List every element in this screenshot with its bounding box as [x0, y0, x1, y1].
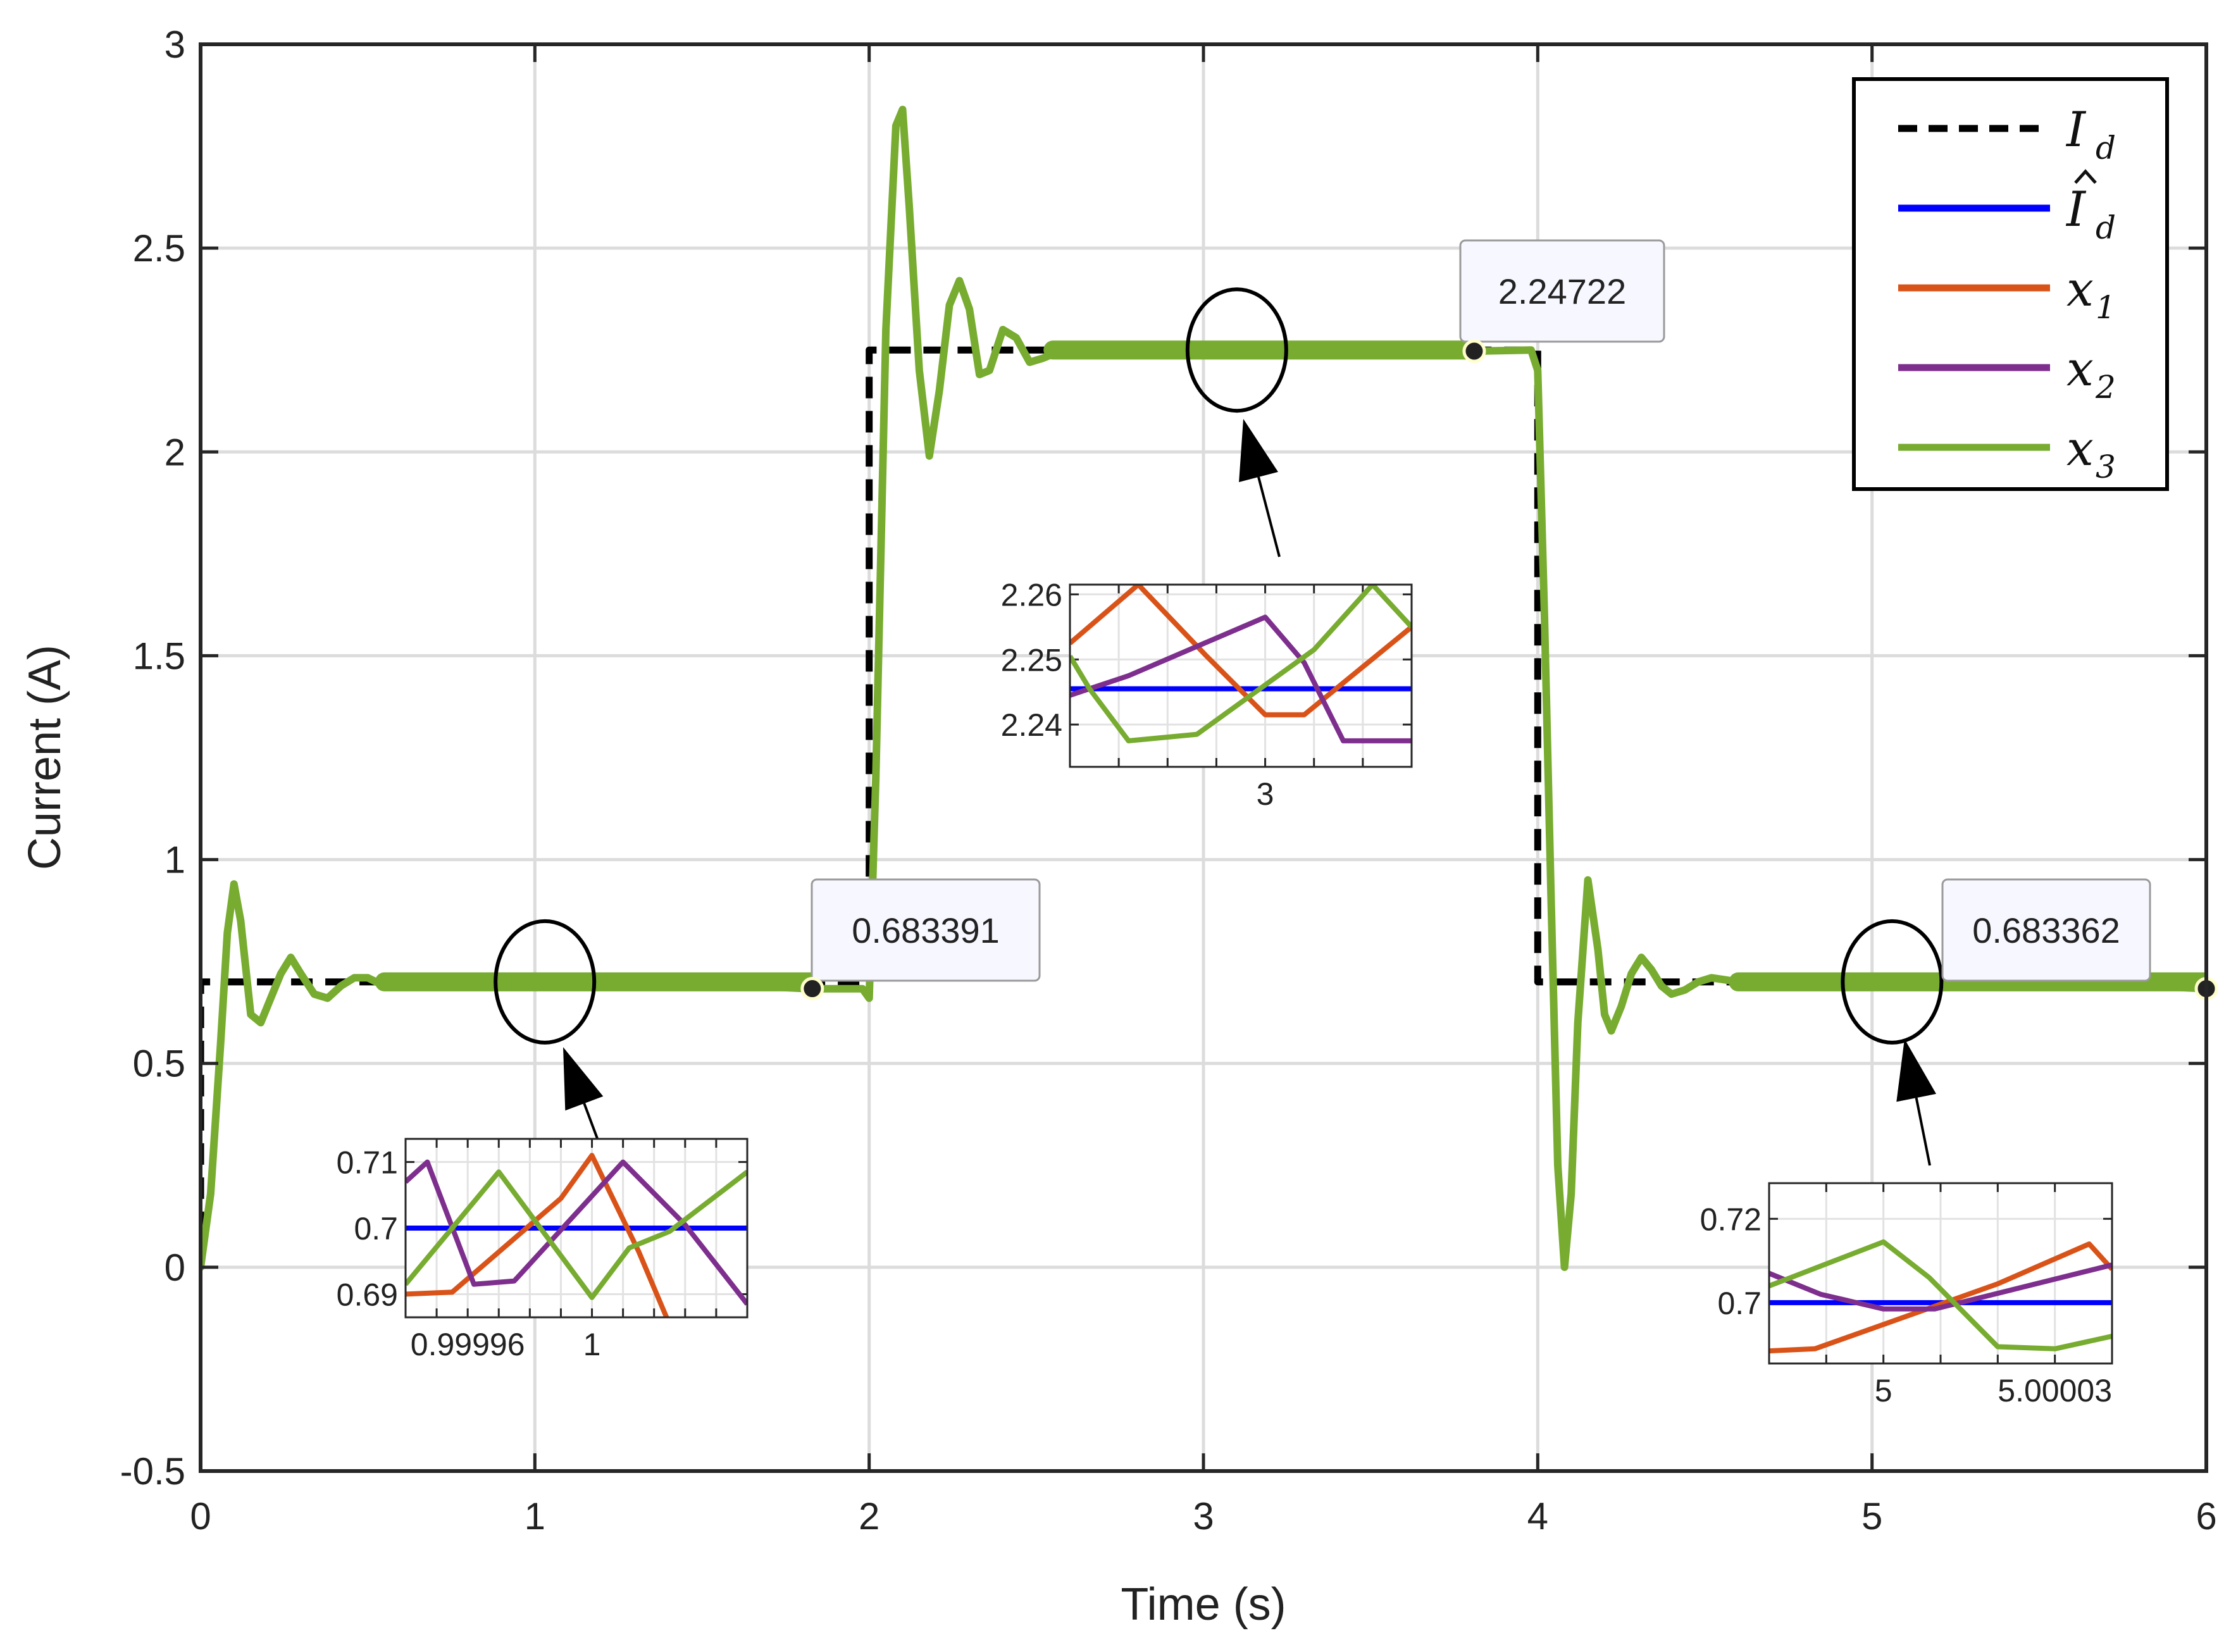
inset-2: 3 2.24 2.25 2.26: [1001, 577, 1413, 812]
inset-3: 5 5.00003 0.7 0.72: [1700, 1182, 2113, 1408]
data-tip-box: [1459, 239, 1665, 343]
inset-y-tick-label: 0.7: [1717, 1286, 1762, 1321]
inset-series-line-x1: [1769, 1241, 2112, 1354]
x-tick-label: 3: [1193, 1495, 1214, 1537]
data-tip-box: [1941, 878, 2151, 982]
inset-series-line-x3: [406, 1169, 747, 1300]
inset-series-line-x2: [406, 1159, 747, 1306]
emphasis-ellipse: [1841, 919, 1944, 1045]
inset-series-line-x3: [1070, 585, 1412, 743]
legend-subscript: 3: [2096, 449, 2116, 485]
annotation-arrow-head: [563, 1047, 604, 1111]
x-tick-label: 2: [859, 1495, 879, 1537]
inset-series: [406, 1153, 747, 1317]
inset-1: 0.99996 1 0.69 0.7 0.71: [337, 1138, 749, 1362]
x-axis-label: Time (s): [1121, 1579, 1286, 1630]
legend-symbol: x: [2066, 420, 2094, 476]
legend-subscript: d: [2096, 130, 2116, 166]
data-tip-marker: [800, 977, 824, 1001]
y-tick-label: 2.5: [133, 227, 185, 270]
x-tick-label: 6: [2196, 1495, 2216, 1537]
annotation-arrow-shaft: [1257, 476, 1281, 557]
y-tick-label: 0.5: [133, 1043, 185, 1085]
data-tips: 0.683391 2.24722 0.683362: [800, 239, 2218, 1001]
data-tip-box: [811, 878, 1041, 982]
data-tip-marker: [1462, 339, 1486, 363]
legend-symbol: x: [2066, 340, 2094, 397]
y-tick-label: 1.5: [133, 635, 185, 677]
legend-subscript: 2: [2095, 369, 2116, 406]
annotation-arrow-head: [1239, 419, 1278, 483]
y-tick-label: 1: [165, 839, 185, 881]
inset-series-line-x2: [1070, 614, 1412, 743]
inset-y-tick-label: 2.26: [1001, 577, 1062, 612]
inset-series: [1070, 585, 1412, 743]
inset-series-line-x3: [1769, 1239, 2112, 1351]
x-tick-label: 4: [1527, 1495, 1548, 1537]
annotation-arrows: [563, 419, 1937, 1166]
inset-frame: [1069, 583, 1413, 768]
emphasis-ellipse: [1185, 287, 1288, 413]
inset-x-tick-label: 0.99996: [411, 1327, 525, 1362]
inset-series-line-x2: [1769, 1262, 2112, 1312]
y-tick-label: 3: [165, 23, 185, 66]
data-tip-label: 0.683391: [852, 910, 1000, 950]
data-tip: 2.24722: [1459, 239, 1665, 363]
inset-x-tick-label: 5.00003: [1998, 1373, 2112, 1408]
main-series: [201, 106, 2206, 1271]
legend-box: [1852, 77, 2169, 491]
x-tick-label: 0: [190, 1495, 211, 1537]
inset-series-line-x1: [406, 1153, 669, 1317]
legend-symbol: I: [2065, 101, 2087, 158]
data-tip: 0.683362: [1941, 878, 2218, 1001]
inset-y-tick-label: 2.25: [1001, 642, 1062, 678]
inset-x-tick-label: 5: [1875, 1373, 1892, 1408]
emphasis-ellipse: [494, 919, 597, 1045]
series-line-x3: [201, 106, 2206, 1271]
annotation-arrow-shaft: [583, 1103, 599, 1141]
inset-y-tick-label: 0.69: [337, 1277, 398, 1312]
inset-y-tick-label: 2.24: [1001, 707, 1062, 743]
x-tick-label: 1: [525, 1495, 545, 1537]
data-tip-label: 2.24722: [1498, 271, 1626, 311]
y-tick-label: 2: [165, 431, 185, 473]
inset-y-tick-label: 0.7: [354, 1211, 398, 1246]
x-tick-label: 5: [1861, 1495, 1882, 1537]
legend-symbol: I: [2065, 181, 2087, 237]
inset-x-tick-label: 3: [1257, 776, 1274, 812]
annotation-arrow-shaft: [1915, 1097, 1931, 1166]
y-tick-label: -0.5: [120, 1450, 185, 1493]
y-tick-label: 0: [165, 1246, 185, 1289]
insets: 0.99996 1 0.69 0.7 0.71 3 2.24 2.25 2.26 5 5.00003…: [337, 577, 2113, 1408]
y-axis-label: Current (A): [20, 645, 70, 870]
data-tip: 0.683391: [800, 878, 1041, 1001]
legend-hat-accent: [2074, 169, 2097, 184]
inset-y-tick-label: 0.71: [337, 1145, 398, 1181]
legend-symbol: x: [2066, 261, 2094, 317]
legend-subscript: d: [2096, 209, 2116, 246]
annotation-arrow-head: [1896, 1039, 1937, 1102]
legend-subscript: 1: [2096, 289, 2116, 326]
axis-ticks: 0 1 2 3 4 5 6-0.500.511.522.53: [120, 23, 2217, 1537]
inset-series: [1769, 1239, 2112, 1354]
inset-x-tick-label: 1: [583, 1327, 601, 1362]
inset-frame: [404, 1138, 749, 1319]
data-tip-label: 0.683362: [1972, 910, 2120, 950]
emphasis-ellipses: [494, 287, 1944, 1045]
inset-y-tick-label: 0.72: [1700, 1202, 1762, 1237]
inset-frame: [1768, 1182, 2113, 1365]
